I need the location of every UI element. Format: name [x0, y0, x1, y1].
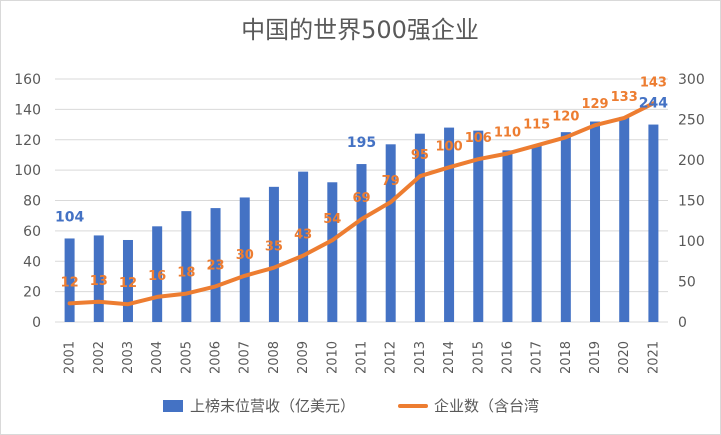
y-left-tick-label: 160 [14, 72, 41, 88]
x-tick-label: 2019 [588, 341, 603, 374]
bar [181, 211, 192, 322]
line-data-label: 54 [323, 212, 341, 227]
line-data-label: 95 [411, 148, 429, 163]
bar [560, 132, 571, 322]
bar-data-label: 244 [639, 96, 668, 112]
line-data-label: 79 [382, 174, 400, 189]
line-data-label: 43 [294, 228, 312, 243]
line-data-label: 16 [148, 269, 166, 284]
x-tick-label: 2003 [121, 341, 136, 374]
x-tick-label: 2011 [355, 341, 370, 374]
bar [619, 116, 630, 322]
bar [473, 130, 484, 322]
bar [64, 238, 75, 322]
bar [590, 121, 601, 323]
bar [93, 235, 104, 322]
line-data-label: 115 [523, 117, 550, 132]
y-left-tick-label: 20 [23, 285, 41, 301]
line-data-label: 23 [207, 258, 225, 273]
legend: 上榜末位营收（亿美元） 企业数（含台湾 [163, 397, 539, 415]
bar [385, 144, 396, 322]
x-tick-label: 2012 [384, 341, 399, 374]
x-tick-label: 2007 [238, 341, 253, 374]
y-right-tick-label: 50 [678, 275, 696, 291]
y-left-tick-label: 60 [23, 224, 41, 240]
y-left-tick-label: 140 [14, 102, 41, 118]
x-tick-label: 2016 [500, 341, 515, 374]
line-data-label: 35 [265, 240, 283, 255]
bar [152, 226, 163, 322]
y-right-tick-label: 150 [678, 194, 705, 210]
line-data-label: 69 [352, 191, 370, 206]
line-data-label: 12 [119, 276, 137, 291]
legend-bar-label: 上榜末位营收（亿美元） [190, 397, 355, 415]
line-data-label: 143 [640, 75, 667, 90]
line-data-label: 100 [436, 139, 463, 154]
x-tick-label: 2020 [617, 341, 632, 374]
line-data-label: 13 [90, 274, 108, 289]
bar [298, 171, 309, 322]
bar-data-label: 195 [347, 135, 376, 151]
y-right-tick-label: 300 [678, 72, 705, 88]
bar-data-label: 104 [55, 209, 84, 225]
x-tick-label: 2018 [559, 341, 574, 374]
y-right-tick-label: 200 [678, 153, 705, 169]
y-axis-right: 0 50 100 150 200 250 300 [678, 72, 705, 331]
bar [210, 208, 221, 322]
line-data-label: 30 [236, 248, 254, 263]
x-tick-label: 2014 [442, 341, 457, 374]
y-left-tick-label: 120 [14, 133, 41, 149]
chart-title: 中国的世界500强企业 [241, 16, 479, 44]
x-tick-label: 2009 [296, 341, 311, 374]
x-tick-label: 2008 [267, 341, 282, 374]
bar [327, 182, 338, 322]
line-path [67, 101, 656, 307]
y-right-tick-label: 250 [678, 113, 705, 129]
line-data-label: 106 [465, 131, 492, 146]
y-left-tick-label: 0 [32, 315, 41, 331]
line-series [67, 101, 656, 307]
x-tick-label: 2010 [325, 341, 340, 374]
x-tick-label: 2002 [92, 341, 107, 374]
y-right-tick-label: 100 [678, 234, 705, 250]
line-data-label: 129 [581, 97, 608, 112]
bar [122, 239, 133, 322]
bar [648, 124, 659, 322]
y-right-tick-label: 0 [678, 315, 687, 331]
x-tick-label: 2001 [63, 341, 78, 374]
bar [414, 133, 425, 322]
x-tick-label: 2017 [530, 341, 545, 374]
line-data-label: 120 [552, 109, 579, 124]
x-tick-label: 2006 [209, 341, 224, 374]
bar [268, 186, 279, 322]
bar [502, 150, 513, 322]
bar [531, 145, 542, 322]
x-tick-label: 2021 [646, 341, 661, 374]
line-data-label: 12 [61, 275, 79, 290]
line-data-label: 133 [611, 90, 638, 105]
y-axis-left: 0 20 40 60 80 100 120 140 160 [14, 72, 41, 331]
x-tick-label: 2004 [150, 341, 165, 374]
line-data-label: 18 [177, 266, 195, 281]
legend-bar-swatch [163, 400, 183, 412]
bar-series [64, 116, 659, 323]
x-axis: 2001 2002 2003 2004 2005 2006 2007 2008 2009 2010… [63, 341, 662, 374]
bar [356, 164, 367, 322]
line-data-label: 110 [494, 126, 521, 141]
bar [444, 127, 455, 322]
bar [239, 197, 250, 322]
x-tick-label: 2015 [471, 341, 486, 374]
x-tick-label: 2005 [179, 341, 194, 374]
y-left-tick-label: 40 [23, 254, 41, 270]
legend-line-label: 企业数（含台湾 [434, 397, 539, 415]
x-tick-label: 2013 [413, 341, 428, 374]
y-left-tick-label: 100 [14, 163, 41, 179]
y-left-tick-label: 80 [23, 194, 41, 210]
